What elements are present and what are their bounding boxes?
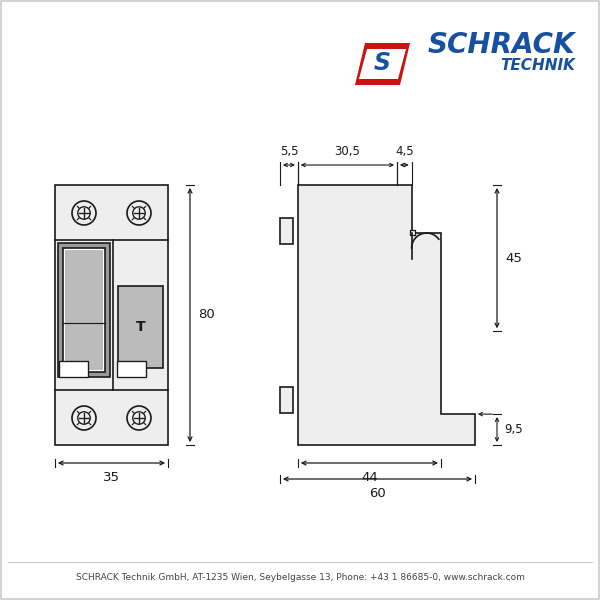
Bar <box>58 243 110 377</box>
Bar <box>280 218 293 244</box>
Text: S: S <box>373 51 391 75</box>
Text: 44: 44 <box>361 471 378 484</box>
Bar <box>410 230 415 235</box>
Bar <box>59 361 88 377</box>
Text: 60: 60 <box>369 487 386 500</box>
Text: 4,5: 4,5 <box>395 145 413 158</box>
Text: SCHRACK: SCHRACK <box>427 31 575 59</box>
Text: 5,5: 5,5 <box>280 145 298 158</box>
Text: 80: 80 <box>198 308 215 322</box>
Text: 9,5: 9,5 <box>504 423 523 436</box>
Polygon shape <box>355 43 410 85</box>
Text: 30,5: 30,5 <box>335 145 361 158</box>
Text: TECHNIK: TECHNIK <box>500 58 575 73</box>
Polygon shape <box>359 49 406 79</box>
Text: 35: 35 <box>103 471 120 484</box>
Bar <box>118 286 163 368</box>
Polygon shape <box>298 185 475 445</box>
Text: T: T <box>136 320 145 334</box>
Text: 45: 45 <box>505 251 522 265</box>
Bar <box>117 361 146 377</box>
Bar <box>55 185 168 445</box>
Text: SCHRACK Technik GmbH, AT-1235 Wien, Seybelgasse 13, Phone: +43 1 86685-0, www.sc: SCHRACK Technik GmbH, AT-1235 Wien, Seyb… <box>76 574 524 583</box>
Bar <box>65 250 103 370</box>
Bar <box>280 387 293 413</box>
Bar <box>63 248 105 372</box>
